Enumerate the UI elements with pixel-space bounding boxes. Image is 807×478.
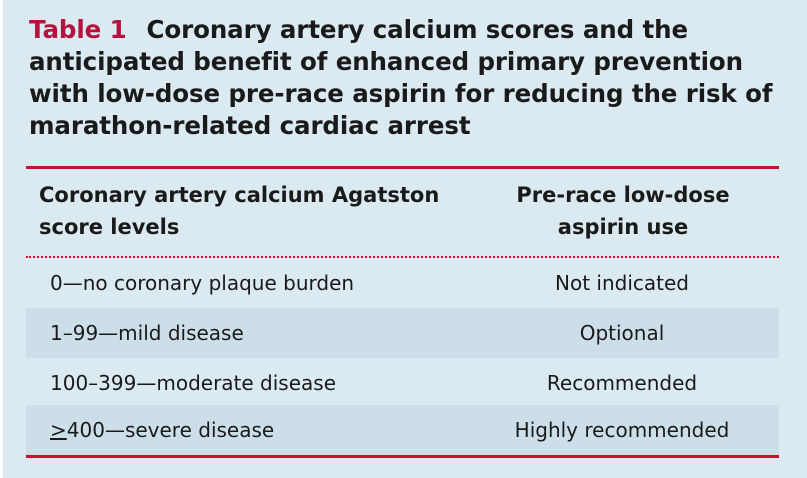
table-row: 1–99—mild disease Optional [26,308,779,358]
score-text: 400—severe disease [66,418,275,442]
column-header-aspirin: Pre-race low-dose aspirin use [516,183,730,239]
score-cell: 0—no coronary plaque burden [50,271,355,295]
aspirin-cell: Highly recommended [514,418,730,442]
aspirin-cell: Optional [579,321,665,345]
top-rule [26,166,779,169]
header-divider [26,256,779,258]
table-row: 100–399—moderate disease Recommended [26,358,779,408]
table-row: 0—no coronary plaque burden Not indicate… [26,258,779,308]
score-cell: >400—severe disease [50,405,274,455]
table-panel: Table 1 Coronary artery calcium scores an… [3,0,807,478]
column-header-score: Coronary artery calcium Agatston score l… [39,183,440,239]
score-cell: 1–99—mild disease [50,321,244,345]
table-row: >400—severe disease Highly recommended [26,405,779,455]
table-caption: Table 1 Coronary artery calcium scores an… [29,14,799,142]
bottom-rule [26,455,779,458]
table-title: Coronary artery calcium scores and the a… [29,15,773,140]
aspirin-cell: Recommended [546,371,698,395]
aspirin-cell: Not indicated [555,271,689,295]
ge-symbol: > [50,418,67,442]
table-label: Table 1 [29,15,127,44]
score-cell: 100–399—moderate disease [50,371,337,395]
